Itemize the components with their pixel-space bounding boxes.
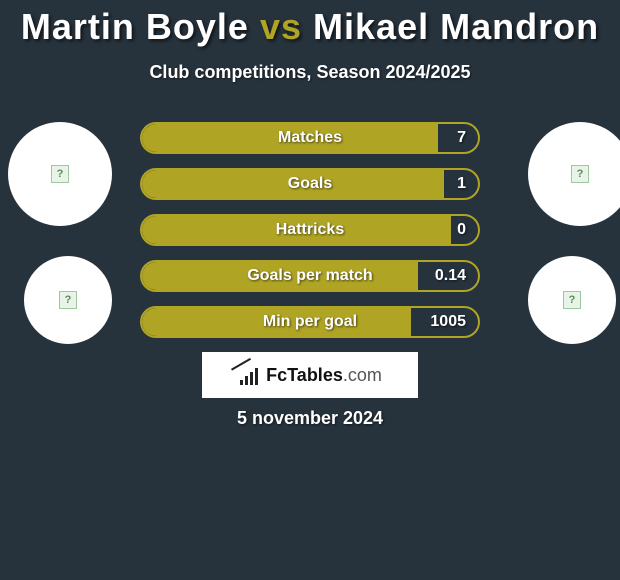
brand-main: FcTables — [266, 365, 343, 385]
stat-value: 1 — [457, 175, 466, 193]
brand-logo: FcTables.com — [202, 352, 418, 398]
stat-value: 0 — [457, 221, 466, 239]
stat-row: Goals per match 0.14 — [140, 260, 480, 292]
broken-image-icon — [563, 291, 581, 309]
brand-suffix: .com — [343, 365, 382, 385]
stat-row: Hattricks 0 — [140, 214, 480, 246]
chart-icon — [238, 365, 262, 385]
stat-label: Hattricks — [142, 221, 478, 239]
subtitle: Club competitions, Season 2024/2025 — [0, 62, 620, 83]
avatar-player2 — [528, 122, 620, 226]
right-avatars — [528, 122, 620, 344]
comparison-title: Martin Boyle vs Mikael Mandron — [0, 0, 620, 48]
stat-value: 0.14 — [435, 267, 466, 285]
avatar-club1 — [24, 256, 112, 344]
stat-value: 1005 — [430, 313, 466, 331]
stats-container: Matches 7 Goals 1 Hattricks 0 Goals per … — [140, 122, 480, 338]
stat-row: Matches 7 — [140, 122, 480, 154]
left-avatars — [8, 122, 112, 344]
avatar-club2 — [528, 256, 616, 344]
avatar-player1 — [8, 122, 112, 226]
vs-separator: vs — [260, 6, 302, 47]
stat-label: Goals — [142, 175, 478, 193]
stat-label: Matches — [142, 129, 478, 147]
stat-row: Min per goal 1005 — [140, 306, 480, 338]
stat-label: Goals per match — [142, 267, 478, 285]
broken-image-icon — [59, 291, 77, 309]
brand-text: FcTables.com — [266, 365, 382, 386]
broken-image-icon — [51, 165, 69, 183]
stat-row: Goals 1 — [140, 168, 480, 200]
stat-value: 7 — [457, 129, 466, 147]
stat-label: Min per goal — [142, 313, 478, 331]
player1-name: Martin Boyle — [21, 6, 249, 47]
date-label: 5 november 2024 — [0, 408, 620, 429]
player2-name: Mikael Mandron — [313, 6, 599, 47]
broken-image-icon — [571, 165, 589, 183]
